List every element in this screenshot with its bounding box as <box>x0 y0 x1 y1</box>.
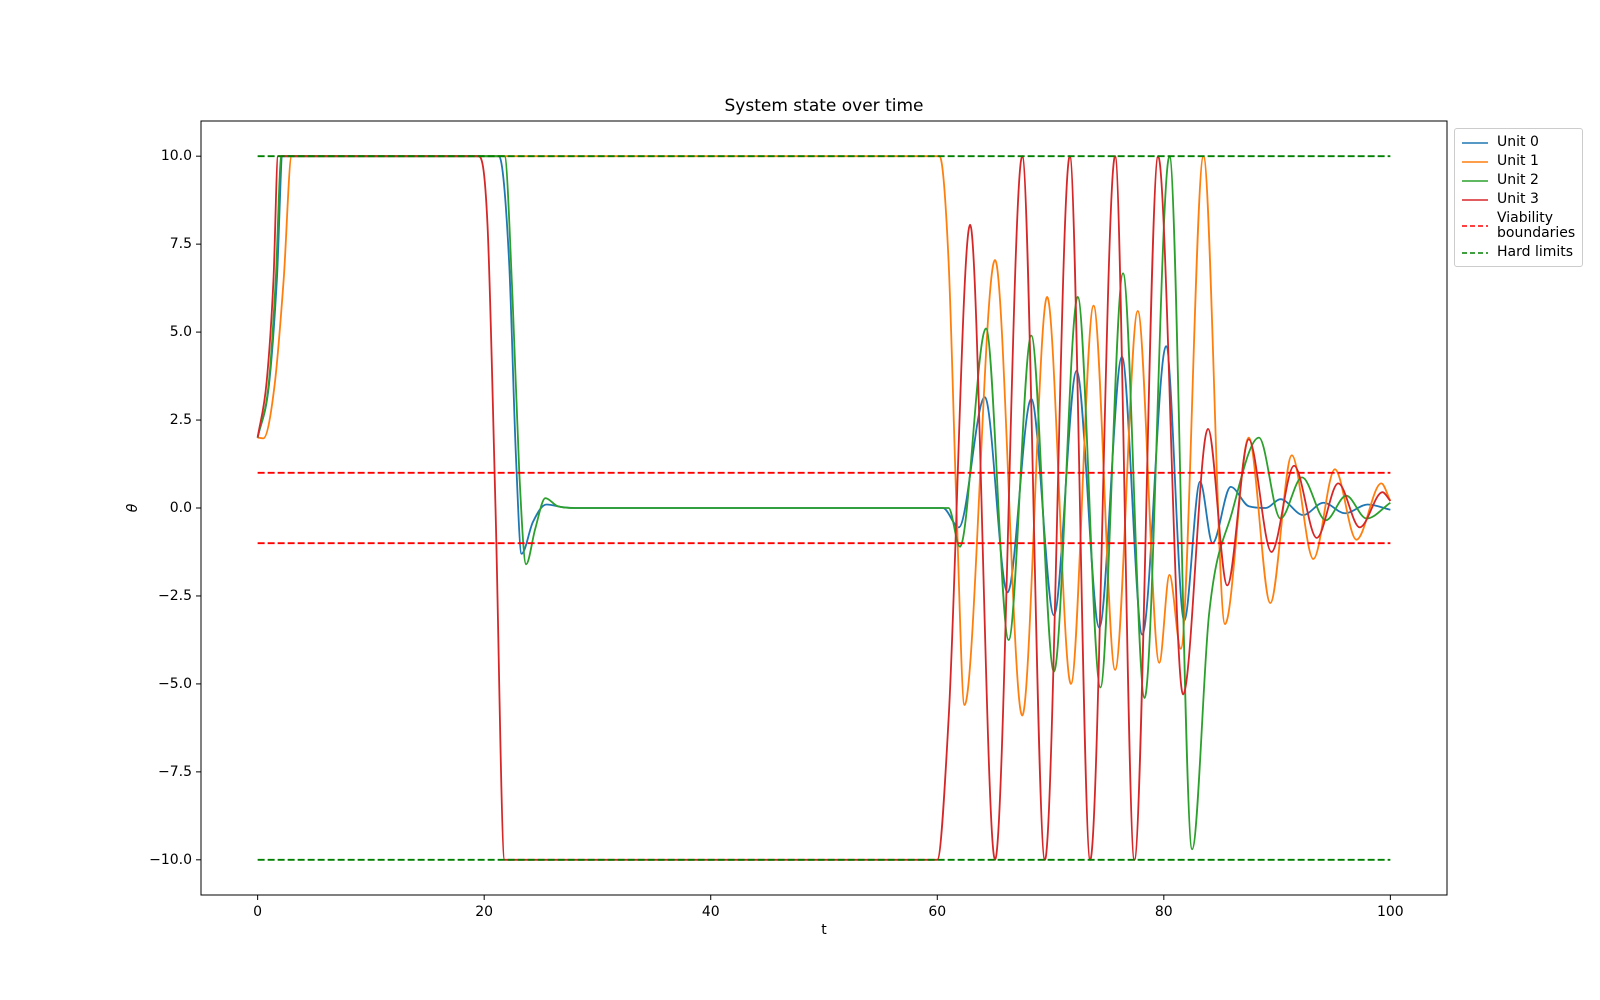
y-tick-label: −5.0 <box>158 676 192 692</box>
legend-swatch <box>1462 141 1488 144</box>
x-tick-label: 100 <box>1377 904 1404 920</box>
legend-entry: Unit 1 <box>1455 152 1582 171</box>
legend: Unit 0 Unit 1 Unit 2 Unit 3 Viability bounda… <box>1454 128 1583 267</box>
plot-area <box>256 155 1392 861</box>
line-series <box>256 155 1391 851</box>
x-axis-label: t <box>821 922 827 938</box>
line-series <box>256 155 1392 861</box>
legend-label: Unit 2 <box>1497 172 1539 188</box>
legend-label: Unit 3 <box>1497 191 1539 207</box>
line-series <box>257 155 1392 717</box>
x-tick-label: 0 <box>253 904 262 920</box>
legend-swatch <box>1462 179 1488 182</box>
legend-entry: Unit 3 <box>1455 190 1582 209</box>
y-tick-label: 7.5 <box>170 236 192 252</box>
y-tick-label: 2.5 <box>170 412 192 428</box>
y-tick-label: 5.0 <box>170 324 192 340</box>
legend-swatch <box>1462 251 1488 254</box>
legend-label: Unit 0 <box>1497 134 1539 150</box>
legend-label: Hard limits <box>1497 244 1574 260</box>
y-tick-label: −10.0 <box>149 852 192 868</box>
x-tick-label: 60 <box>928 904 946 920</box>
legend-label: Viability boundaries <box>1497 210 1576 241</box>
legend-entry: Unit 0 <box>1455 133 1582 152</box>
x-tick-label: 20 <box>475 904 493 920</box>
y-tick-label: 10.0 <box>161 148 192 164</box>
legend-entry: Hard limits <box>1455 243 1582 262</box>
x-tick-label: 80 <box>1155 904 1173 920</box>
y-tick-label: 0.0 <box>170 500 192 516</box>
legend-swatch <box>1462 160 1488 163</box>
legend-entry: Viability boundaries <box>1455 209 1582 243</box>
legend-swatch <box>1462 198 1488 201</box>
legend-entry: Unit 2 <box>1455 171 1582 190</box>
x-tick-label: 40 <box>702 904 720 920</box>
y-tick-label: −2.5 <box>158 588 192 604</box>
legend-swatch <box>1462 225 1488 227</box>
y-tick-label: −7.5 <box>158 764 192 780</box>
legend-label: Unit 1 <box>1497 153 1539 169</box>
y-axis-label: θ <box>125 503 141 512</box>
chart-title: System state over time <box>725 96 924 116</box>
